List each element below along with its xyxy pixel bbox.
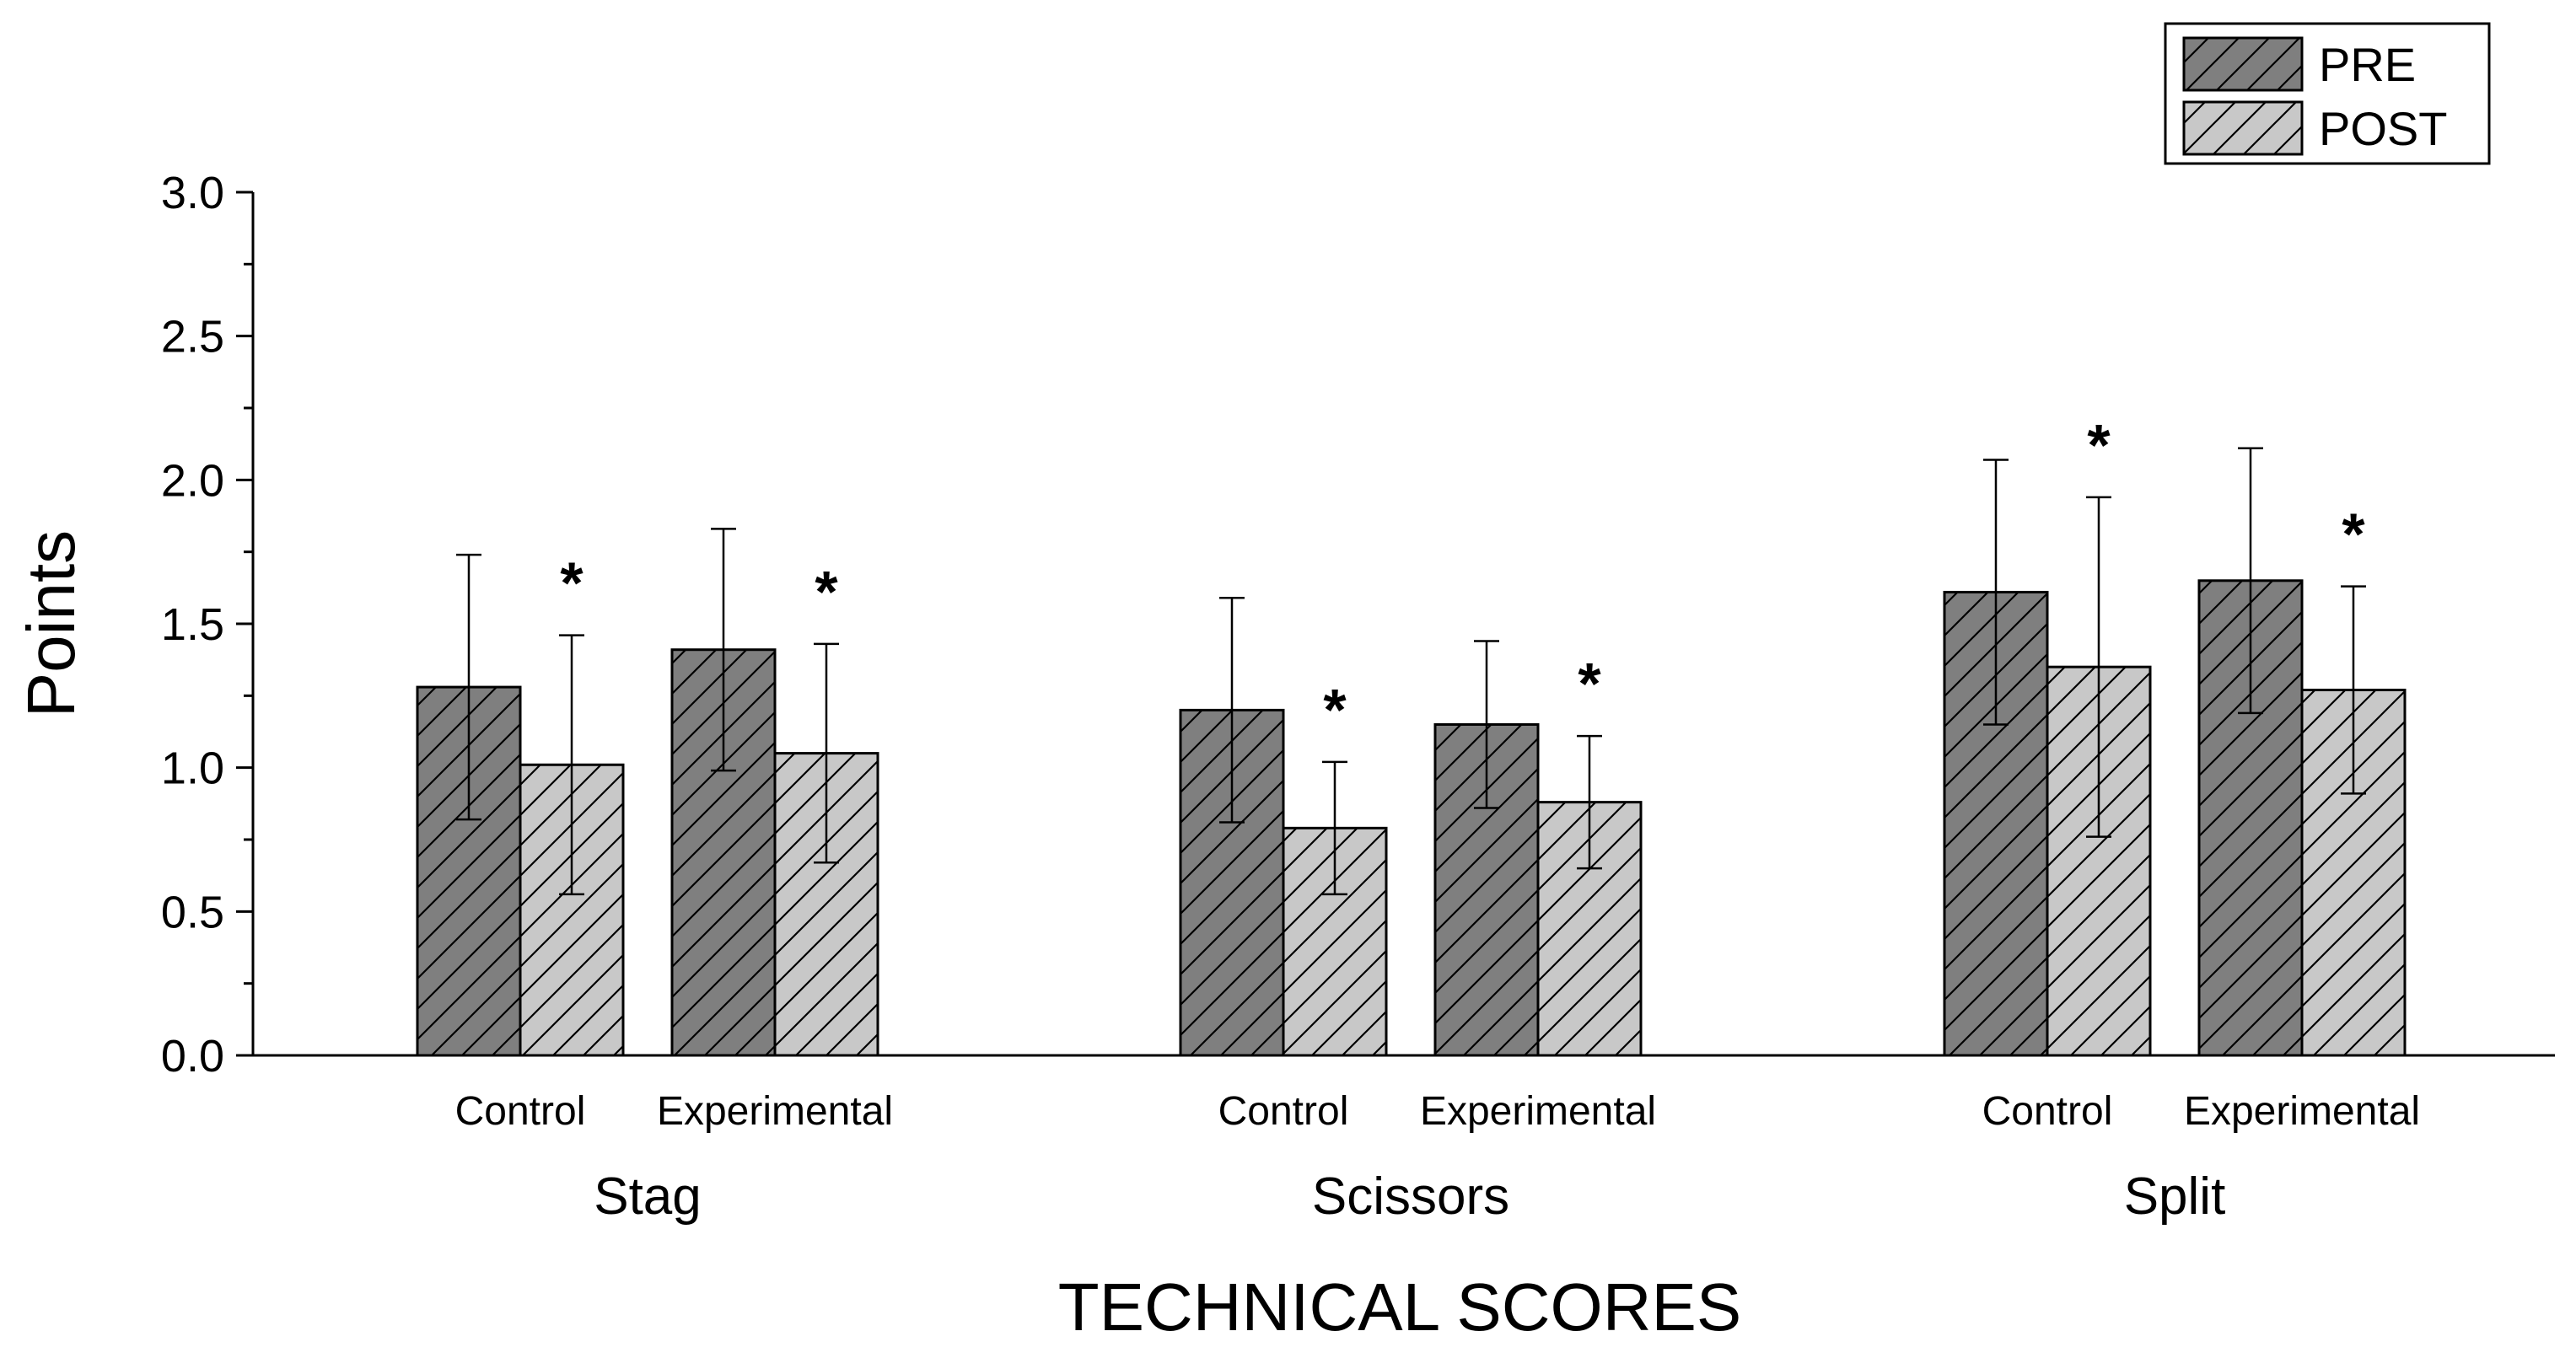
error-bars-layer [456, 447, 2366, 896]
group-label-scissors-control: Control [1218, 1089, 1349, 1134]
y-axis-title: Points [13, 530, 89, 717]
y-tick-label: 3.0 [161, 168, 224, 218]
significance-mark-stag-control: * [560, 550, 583, 616]
y-tick-label: 1.0 [161, 743, 224, 794]
significance-mark-split-control: * [2087, 412, 2111, 478]
y-tick-label: 0.5 [161, 887, 224, 937]
group-label-stag-experimental: Experimental [657, 1089, 893, 1134]
bars-layer [416, 579, 2407, 1057]
y-tick-label: 2.5 [161, 312, 224, 362]
category-label-stag: Stag [594, 1167, 702, 1226]
y-tick-label: 0.0 [161, 1031, 224, 1082]
y-tick-label: 2.0 [161, 455, 224, 506]
significance-mark-scissors-experimental: * [1578, 651, 1601, 717]
x-axis-title: TECHNICAL SCORES [1058, 1269, 1742, 1345]
group-label-scissors-experimental: Experimental [1420, 1089, 1656, 1134]
significance-mark-stag-experimental: * [815, 559, 838, 625]
legend: PRE POST [2164, 22, 2491, 165]
legend-swatch-post [2182, 100, 2304, 156]
group-label-split-experimental: Experimental [2184, 1089, 2420, 1134]
significance-mark-split-experimental: * [2342, 502, 2365, 567]
axes-layer: 0.0 0.5 1.0 1.5 2.0 2.5 3.0 Points TECHNICAL SCO… [13, 168, 2555, 1345]
significance-layer: * * * * * * [560, 412, 2365, 743]
legend-label-post: POST [2319, 102, 2447, 155]
group-label-split-control: Control [1982, 1089, 2113, 1134]
y-tick-label: 1.5 [161, 599, 224, 650]
significance-mark-scissors-control: * [1323, 677, 1347, 743]
category-label-scissors: Scissors [1312, 1167, 1509, 1226]
category-label-split: Split [2124, 1167, 2226, 1226]
group-label-stag-control: Control [455, 1089, 586, 1134]
legend-label-pre: PRE [2319, 38, 2416, 91]
legend-swatch-pre [2182, 36, 2304, 92]
